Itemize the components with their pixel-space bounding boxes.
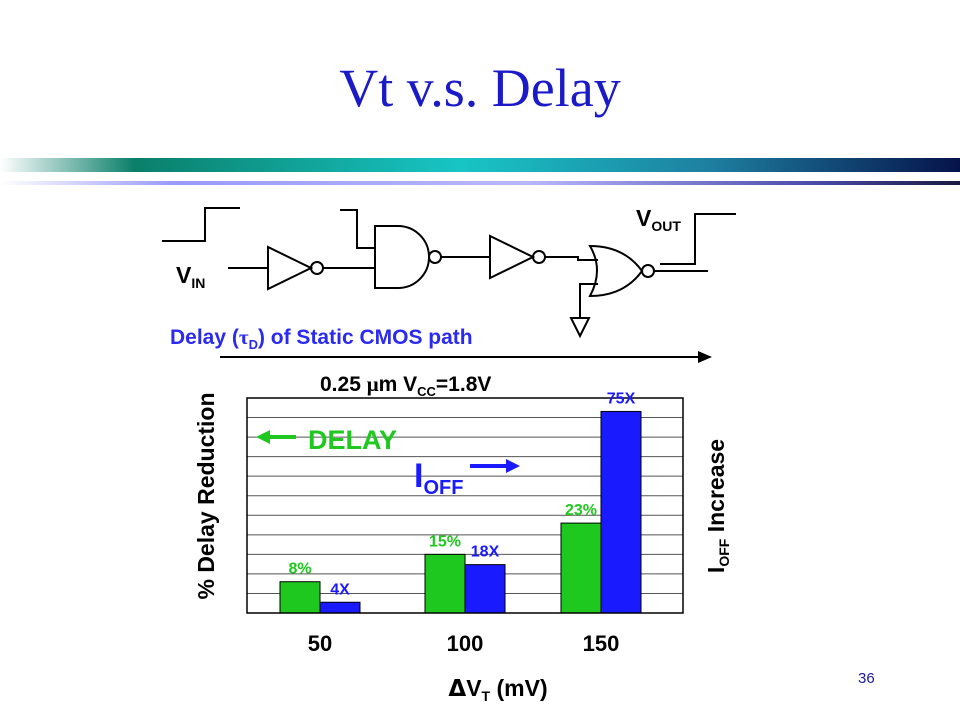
nor-gate-icon: [588, 244, 644, 298]
slide-title: Vt v.s. Delay: [339, 58, 621, 118]
title-gradient-bar: [0, 158, 960, 172]
nor-gate-bubble: [641, 264, 655, 278]
bar-ioff-100: [464, 564, 506, 614]
vin-label: VIN: [176, 262, 205, 291]
x-tick-labels: 50 100 150: [308, 631, 620, 656]
nor-tied-input: [579, 283, 598, 318]
nand-tied-input: [340, 209, 375, 249]
bar-delay-100: [424, 553, 466, 614]
y-axis-right-label: IOFF Increase: [703, 439, 732, 573]
nand-gate-icon: [374, 225, 430, 289]
data-label-ioff-150: 75X: [607, 390, 636, 407]
data-label-ioff-100: 18X: [471, 544, 500, 561]
circuit-diagram: [162, 207, 736, 339]
x-tick-50: 50: [308, 631, 332, 656]
vout-step-waveform: [660, 213, 736, 265]
ioff-annotation: IOFF: [414, 457, 520, 499]
circuit-caption: Delay (τD) of Static CMOS path: [170, 325, 473, 352]
data-label-delay-100: 15%: [429, 533, 461, 550]
bars: [279, 410, 642, 614]
y-axis-left-label: % Delay Reduction: [193, 392, 219, 599]
slide-number: 36: [858, 670, 875, 687]
delay-annotation: DELAY: [256, 425, 397, 455]
bar-delay-50: [279, 581, 321, 614]
bar-ioff-150: [600, 410, 642, 614]
ioff-label: IOFF: [414, 457, 463, 499]
bar-delay-150: [560, 522, 602, 614]
path-arrow: [220, 351, 712, 363]
delay-label: DELAY: [308, 425, 397, 455]
x-axis-label: ΔVT (mV): [448, 675, 547, 704]
data-label-delay-50: 8%: [288, 561, 311, 578]
data-label-ioff-50: 4X: [330, 581, 350, 598]
vin-step-waveform: [162, 207, 240, 242]
data-labels: 8% 4X 15% 18X 23% 75X: [288, 390, 635, 598]
x-tick-100: 100: [447, 631, 484, 656]
inverter-2-icon: [489, 234, 536, 280]
bar-chart: 8% 4X 15% 18X 23% 75X 50 100 150: [246, 390, 684, 656]
plot-frame: [246, 397, 684, 614]
vout-label: VOUT: [636, 205, 681, 234]
x-tick-150: 150: [583, 631, 620, 656]
title-underline: [0, 181, 960, 185]
data-label-delay-150: 23%: [565, 502, 597, 519]
nand-gate-bubble: [428, 250, 442, 264]
ground-icon: [569, 317, 591, 339]
condition-label: 0.25 μm VCC=1.8V: [320, 372, 491, 399]
bar-ioff-50: [319, 601, 361, 614]
inverter-1-icon: [267, 245, 314, 291]
